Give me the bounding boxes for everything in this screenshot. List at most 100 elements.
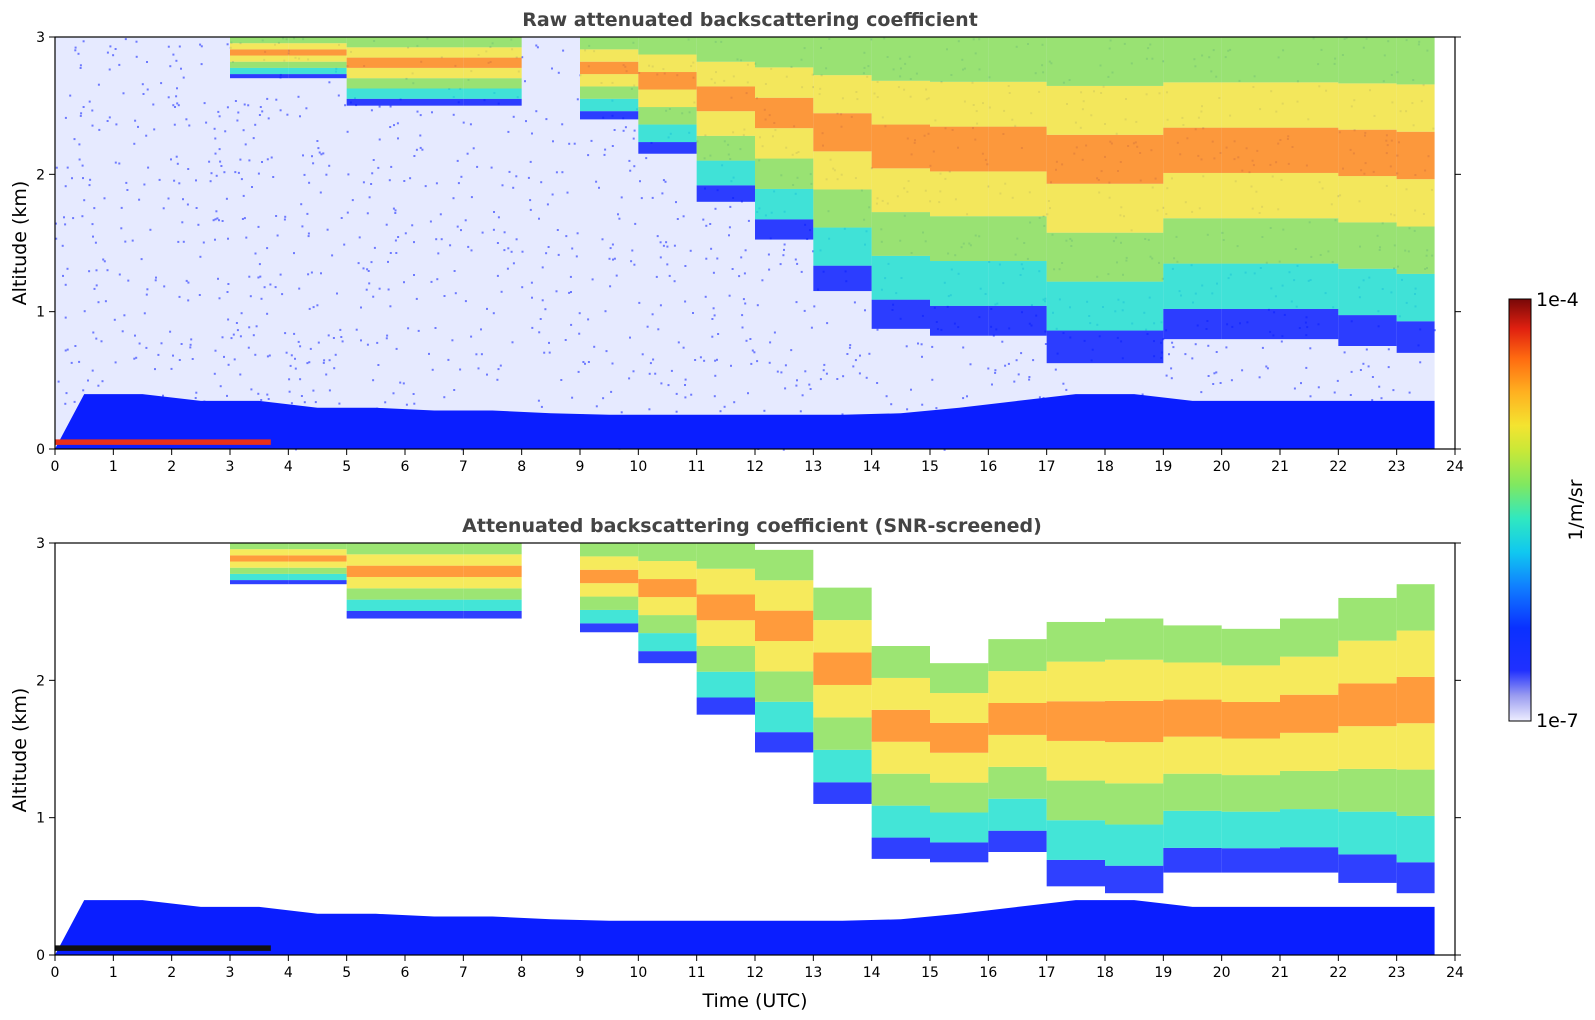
cloud-cell	[463, 610, 522, 619]
cloud-cell	[930, 216, 989, 262]
cloud-cell	[1396, 131, 1435, 180]
cloud-cell	[405, 98, 464, 106]
cloud-cell	[405, 610, 464, 619]
cloud-cell	[288, 567, 347, 574]
panel-raw: Raw attenuated backscattering coefficien…	[9, 9, 1464, 475]
cloud-cell	[1105, 700, 1164, 743]
cloud-cell	[871, 212, 930, 256]
cloud-cell	[1046, 37, 1105, 86]
cloud-cell	[696, 646, 755, 672]
cloud-cell	[230, 67, 289, 75]
cloud-cell	[230, 43, 289, 50]
surface-return	[55, 945, 271, 951]
cloud-cell	[1163, 810, 1222, 848]
cloud-cell	[1280, 82, 1339, 128]
cloud-cell	[871, 741, 930, 774]
x-axis: 0 1 2 3 4 5 6 7 8 9 10 11 12 13 14 15 16 17 18 19 20 21 22 23 24	[51, 955, 1464, 981]
cloud-cell	[1338, 597, 1397, 641]
cloud-cell	[580, 569, 639, 584]
x-tick-label: 14	[863, 965, 881, 981]
x-tick-label: 10	[629, 459, 647, 475]
cloud-cell	[463, 554, 522, 566]
cloud-cell	[1046, 859, 1105, 887]
cloud-cell	[871, 646, 930, 678]
cloud-cell	[988, 702, 1047, 735]
x-tick-label: 11	[688, 965, 706, 981]
cloud-cell	[696, 697, 755, 715]
colorbar-max-label: 1e-4	[1536, 289, 1579, 311]
cloud-cell	[638, 633, 697, 652]
cloud-cell	[1338, 768, 1397, 812]
cloud-cell	[288, 580, 347, 585]
colorbar-unit-label: 1/m/sr	[1565, 479, 1587, 540]
cloud-cell	[405, 565, 464, 577]
cloud-cell	[988, 305, 1047, 336]
cloud-cell	[930, 37, 989, 82]
cloud-cell	[930, 722, 989, 753]
x-tick-label: 15	[921, 965, 939, 981]
cloud-cell	[988, 216, 1047, 262]
colorbar-gradient	[1508, 298, 1532, 722]
cloud-cell	[1338, 37, 1397, 84]
cloud-cell	[1338, 176, 1397, 223]
x-tick-label: 6	[401, 459, 410, 475]
cloud-cell	[405, 599, 464, 611]
y-tick-label: 2	[36, 673, 45, 689]
cloud-cell	[463, 57, 522, 68]
cloud-cell	[580, 596, 639, 610]
cloud-cell	[1163, 773, 1222, 811]
cloud-cell	[288, 561, 347, 568]
cloud-cell	[1396, 273, 1435, 322]
cloud-cell	[230, 37, 289, 44]
cloud-cell	[1280, 770, 1339, 810]
cloud-cell	[230, 49, 289, 56]
cloud-cell	[813, 587, 872, 621]
cloud-cell	[230, 61, 289, 68]
cloud-cell	[930, 693, 989, 723]
cloud-cell	[405, 78, 464, 89]
cloud-cell	[871, 299, 930, 329]
cloud-cell	[930, 126, 989, 172]
cloud-cell	[1338, 315, 1397, 346]
cloud-cell	[1046, 701, 1105, 741]
cloud-cell	[230, 561, 289, 568]
colorbar-min-label: 1e-7	[1536, 710, 1579, 732]
cloud-cell	[346, 47, 405, 58]
x-tick-label: 17	[1038, 965, 1056, 981]
cloud-cell	[346, 88, 405, 99]
x-tick-label: 8	[517, 965, 526, 981]
cloud-cell	[1221, 701, 1280, 739]
cloud-cell	[1046, 183, 1105, 233]
cloud-cell	[1221, 82, 1280, 128]
cloud-cell	[1396, 815, 1435, 863]
cloud-cell	[813, 37, 872, 76]
cloud-cell	[871, 80, 930, 125]
cloud-cell	[1163, 662, 1222, 700]
cloud-cell	[580, 543, 639, 557]
cloud-cell	[1280, 618, 1339, 657]
cloud-cell	[755, 67, 814, 98]
cloud-cell	[696, 594, 755, 621]
cloud-cell	[346, 543, 405, 555]
cloud-cell	[1338, 854, 1397, 883]
cloud-cell	[638, 72, 697, 90]
cloud-cell	[1221, 172, 1280, 219]
cloud-cell	[988, 171, 1047, 217]
cloud-cell	[346, 67, 405, 79]
x-tick-label: 5	[342, 459, 351, 475]
heatmap-area	[55, 37, 1436, 451]
cloud-cell	[463, 588, 522, 600]
cloud-cell	[813, 189, 872, 228]
cloud-cell	[1163, 625, 1222, 663]
cloud-cell	[1046, 740, 1105, 781]
cloud-cell	[580, 49, 639, 62]
cloud-cell	[755, 580, 814, 611]
panel-snr-screened: Attenuated backscattering coefficient (S…	[9, 515, 1464, 1012]
cloud-cell	[1105, 183, 1164, 233]
cloud-cell	[755, 128, 814, 159]
cloud-cell	[405, 67, 464, 79]
x-tick-label: 12	[746, 965, 764, 981]
x-tick-label: 20	[1213, 965, 1231, 981]
cloud-cell	[1105, 618, 1164, 660]
cloud-cell	[1280, 263, 1339, 309]
